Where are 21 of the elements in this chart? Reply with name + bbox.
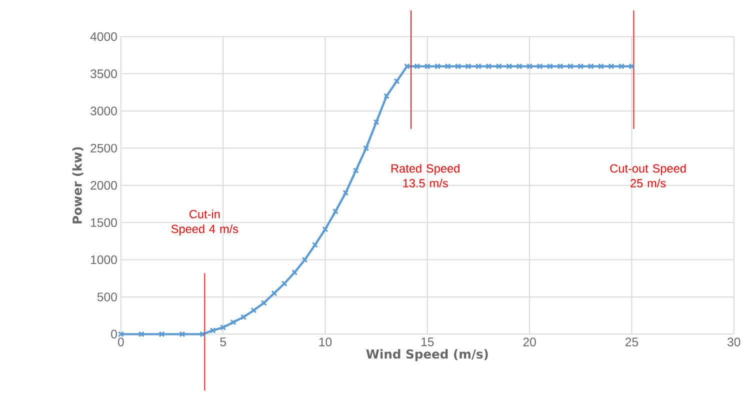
ref-line-label: Rated Speed 13.5 m/s: [391, 164, 460, 188]
y-tick-label: 2000: [90, 180, 117, 190]
y-tick-label: 3500: [90, 69, 117, 78]
ref-line-label: Cut-out Speed 25 m/s: [610, 164, 686, 188]
y-tick-label: 500: [97, 292, 117, 302]
y-tick-label: 3000: [90, 106, 117, 116]
y-tick-label: 1000: [90, 255, 117, 264]
x-tick-label: 15: [421, 338, 434, 346]
y-tick-label: 2500: [90, 144, 117, 152]
y-tick-label: 4000: [90, 32, 117, 41]
y-tick-label: 0: [111, 330, 117, 338]
x-tick-label: 20: [523, 338, 536, 346]
x-axis-title: Wind Speed (m/s): [366, 349, 488, 361]
x-tick-label: 5: [220, 338, 226, 346]
ref-line-label: Cut-in Speed 4 m/s: [171, 210, 238, 236]
x-tick-label: 30: [727, 338, 740, 346]
y-axis-title: Power (kw): [72, 147, 84, 224]
y-tick-label: 1500: [90, 218, 117, 227]
x-tick-label: 10: [319, 338, 332, 346]
x-tick-label: 0: [118, 338, 124, 346]
x-tick-label: 25: [625, 338, 638, 346]
